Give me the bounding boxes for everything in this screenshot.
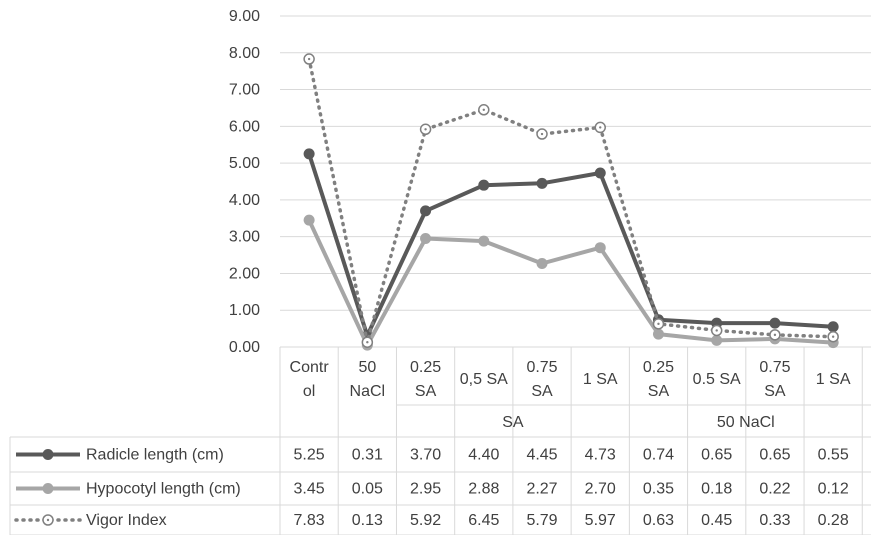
table-cell-value: 0.28 bbox=[818, 512, 849, 529]
category-label: SA bbox=[415, 383, 437, 400]
data-point-center bbox=[424, 128, 427, 131]
category-label: 1 SA bbox=[816, 371, 851, 388]
series-line bbox=[307, 153, 834, 338]
table-cell-value: 4.40 bbox=[468, 447, 499, 464]
table-cell-value: 0.13 bbox=[352, 512, 383, 529]
data-point-center bbox=[657, 322, 660, 326]
data-point bbox=[594, 242, 606, 254]
table-cell-value: 0.45 bbox=[701, 512, 732, 529]
table-cell-value: 0.65 bbox=[759, 447, 790, 464]
table-cell-value: 0.74 bbox=[643, 447, 674, 464]
category-label: 0.25 bbox=[643, 359, 674, 376]
category-label: NaCl bbox=[350, 383, 386, 400]
y-tick-label: 4.00 bbox=[229, 192, 260, 209]
series-line bbox=[307, 57, 835, 343]
y-tick-label: 3.00 bbox=[229, 229, 260, 246]
table-cell-value: 0.65 bbox=[701, 447, 732, 464]
data-point bbox=[536, 258, 548, 270]
y-tick-label: 1.00 bbox=[229, 302, 260, 319]
data-point-center bbox=[831, 335, 835, 338]
y-tick-label: 7.00 bbox=[229, 82, 260, 99]
data-point-center bbox=[773, 333, 777, 337]
data-point bbox=[711, 334, 723, 346]
data-point bbox=[420, 233, 432, 245]
table-cell-value: 0.18 bbox=[701, 481, 732, 498]
data-point-center bbox=[540, 132, 544, 136]
data-point bbox=[536, 177, 548, 189]
table-cell-value: 0.35 bbox=[643, 481, 674, 498]
data-point bbox=[303, 214, 315, 226]
y-tick-label: 8.00 bbox=[229, 45, 260, 62]
table-cell-value: 4.73 bbox=[585, 447, 616, 464]
category-label: 0.25 bbox=[410, 359, 441, 376]
table-cell-value: 3.70 bbox=[410, 447, 441, 464]
category-label: 50 bbox=[358, 359, 376, 376]
category-label: 0.75 bbox=[526, 359, 557, 376]
table-cell-value: 0.31 bbox=[352, 447, 383, 464]
data-point-center bbox=[599, 126, 602, 129]
legend-label: Radicle length (cm) bbox=[86, 447, 224, 464]
data-point-center bbox=[715, 329, 718, 332]
data-point bbox=[303, 148, 315, 160]
data-point bbox=[420, 205, 432, 217]
y-tick-label: 0.00 bbox=[229, 339, 260, 356]
data-point bbox=[652, 328, 664, 340]
table-cell-value: 5.97 bbox=[585, 512, 616, 529]
table-cell-value: 0.63 bbox=[643, 512, 674, 529]
y-tick-label: 6.00 bbox=[229, 118, 260, 135]
table-cell-value: 6.45 bbox=[468, 512, 499, 529]
data-point bbox=[594, 167, 606, 179]
table-cell-value: 7.83 bbox=[294, 512, 325, 529]
legend-key-marker bbox=[42, 483, 54, 494]
table-cell-value: 0.12 bbox=[818, 481, 849, 498]
y-tick-label: 5.00 bbox=[229, 155, 260, 172]
category-label: 0.75 bbox=[759, 359, 790, 376]
legend-key-marker-center bbox=[46, 518, 50, 522]
category-label: 0.5 SA bbox=[693, 371, 741, 388]
table-cell-value: 5.25 bbox=[294, 447, 325, 464]
table-cell-value: 3.45 bbox=[294, 481, 325, 498]
category-group-label: 50 NaCl bbox=[717, 414, 775, 431]
category-label: SA bbox=[531, 383, 553, 400]
series-line bbox=[307, 219, 834, 348]
data-point bbox=[769, 317, 781, 329]
table-cell-value: 2.27 bbox=[526, 481, 557, 498]
category-label: SA bbox=[648, 383, 670, 400]
data-point-center bbox=[366, 341, 369, 344]
table-cell-value: 4.45 bbox=[526, 447, 557, 464]
legend-key-marker bbox=[42, 449, 54, 460]
series-3 bbox=[303, 53, 839, 348]
table-cell-value: 2.70 bbox=[585, 481, 616, 498]
data-point bbox=[478, 235, 490, 247]
table-cell-value: 0.55 bbox=[818, 447, 849, 464]
category-label: SA bbox=[764, 383, 786, 400]
category-label: 1 SA bbox=[583, 371, 618, 388]
category-label: 0,5 SA bbox=[460, 371, 508, 388]
category-label: ol bbox=[303, 383, 315, 400]
table-cell-value: 0.22 bbox=[759, 481, 790, 498]
legend-label: Vigor Index bbox=[86, 512, 167, 529]
table-cell-value: 2.95 bbox=[410, 481, 441, 498]
data-point-center bbox=[482, 108, 485, 111]
data-point bbox=[478, 179, 490, 191]
table-cell-value: 5.79 bbox=[526, 512, 557, 529]
table-cell-value: 0.33 bbox=[759, 512, 790, 529]
table-cell-value: 0.05 bbox=[352, 481, 383, 498]
y-tick-label: 2.00 bbox=[229, 265, 260, 282]
category-label: Contr bbox=[290, 359, 330, 376]
data-point bbox=[827, 321, 839, 333]
table-cell-value: 2.88 bbox=[468, 481, 499, 498]
y-tick-label: 9.00 bbox=[229, 8, 260, 25]
category-group-label: SA bbox=[502, 414, 524, 431]
data-point-center bbox=[307, 57, 311, 61]
table-cell-value: 5.92 bbox=[410, 512, 441, 529]
legend-label: Hypocotyl length (cm) bbox=[86, 481, 241, 498]
